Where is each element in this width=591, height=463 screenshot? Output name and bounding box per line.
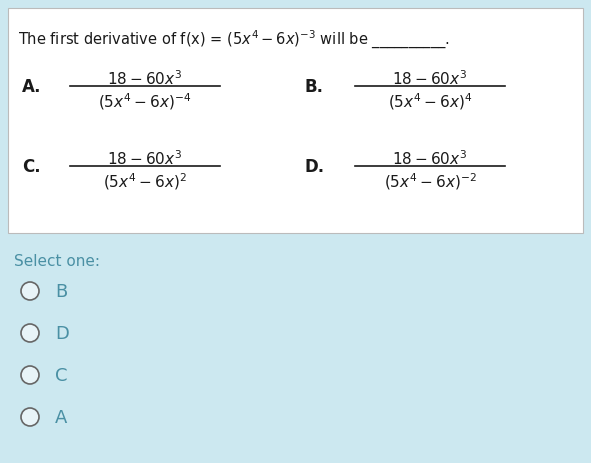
Circle shape xyxy=(21,324,39,342)
Text: A: A xyxy=(55,408,67,426)
Circle shape xyxy=(21,408,39,426)
Text: The first derivative of f(x) = $(5x^4 - 6x)^{-3}$ will be __________.: The first derivative of f(x) = $(5x^4 - … xyxy=(18,29,450,51)
Text: B: B xyxy=(55,282,67,300)
Text: D: D xyxy=(55,324,69,342)
Text: Select one:: Select one: xyxy=(14,253,100,269)
Text: $18 - 60x^3$: $18 - 60x^3$ xyxy=(392,69,467,88)
Text: $(5x^4 - 6x)^{4}$: $(5x^4 - 6x)^{4}$ xyxy=(388,91,472,112)
Circle shape xyxy=(21,366,39,384)
Text: $18 - 60x^3$: $18 - 60x^3$ xyxy=(108,69,183,88)
Text: D.: D. xyxy=(305,158,325,175)
Text: B.: B. xyxy=(305,78,324,96)
Text: $(5x^4 - 6x)^{-4}$: $(5x^4 - 6x)^{-4}$ xyxy=(98,91,191,112)
Text: $(5x^4 - 6x)^{2}$: $(5x^4 - 6x)^{2}$ xyxy=(103,171,187,191)
Circle shape xyxy=(21,282,39,300)
Text: C: C xyxy=(55,366,67,384)
FancyBboxPatch shape xyxy=(8,9,583,233)
Text: $(5x^4 - 6x)^{-2}$: $(5x^4 - 6x)^{-2}$ xyxy=(384,171,476,191)
Text: A.: A. xyxy=(22,78,41,96)
Text: $18 - 60x^3$: $18 - 60x^3$ xyxy=(392,149,467,167)
Text: C.: C. xyxy=(22,158,41,175)
Text: $18 - 60x^3$: $18 - 60x^3$ xyxy=(108,149,183,167)
